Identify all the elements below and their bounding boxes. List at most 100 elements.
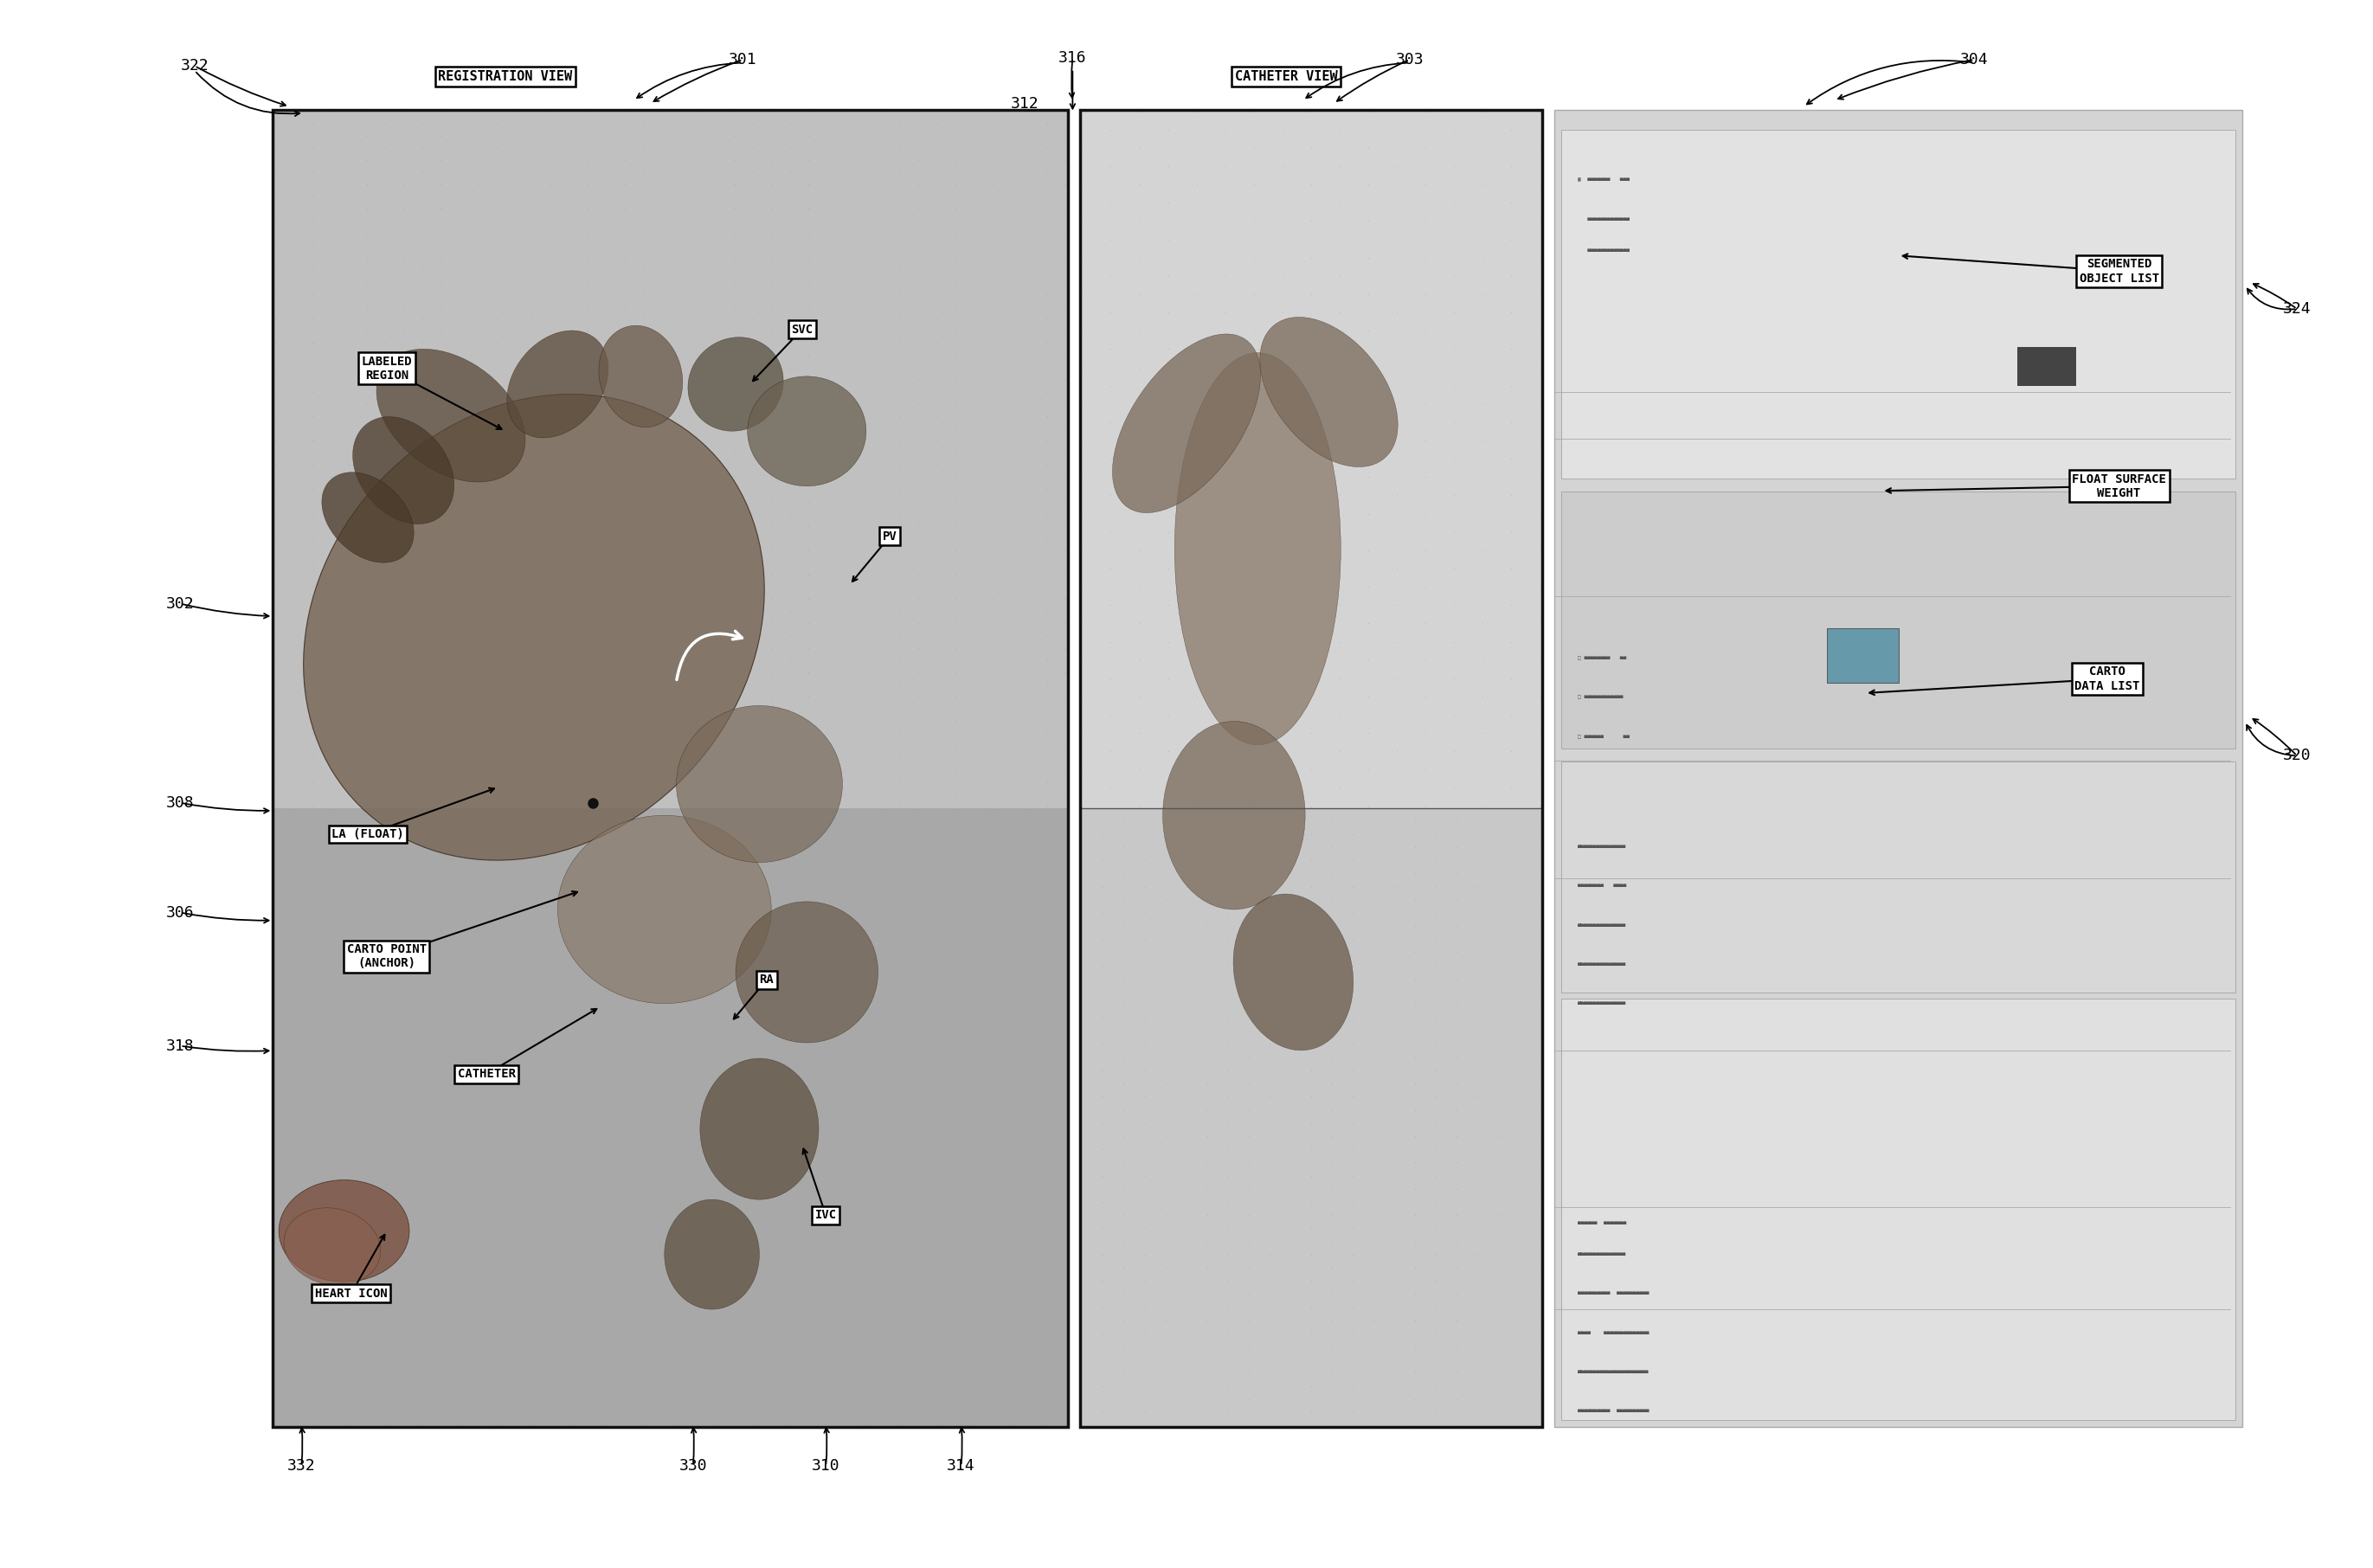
Point bbox=[1251, 1374, 1289, 1399]
Point bbox=[496, 367, 534, 392]
Point bbox=[1521, 428, 1559, 453]
Bar bbox=[1561, 492, 2235, 748]
Point bbox=[1376, 348, 1414, 373]
Point bbox=[1120, 245, 1158, 270]
Point bbox=[624, 770, 662, 795]
Point bbox=[1120, 721, 1158, 746]
Point bbox=[1120, 684, 1158, 709]
Point bbox=[256, 525, 294, 550]
Point bbox=[1251, 533, 1289, 558]
Point bbox=[679, 732, 717, 757]
Point bbox=[1464, 538, 1502, 563]
Point bbox=[807, 1123, 845, 1148]
Point bbox=[733, 745, 771, 770]
Point bbox=[845, 1364, 883, 1389]
Point bbox=[790, 489, 828, 514]
Point bbox=[513, 770, 551, 795]
Point bbox=[403, 1195, 441, 1220]
Point bbox=[1334, 927, 1372, 952]
Point bbox=[1125, 348, 1163, 373]
Point bbox=[1395, 204, 1433, 229]
Point bbox=[1478, 1254, 1516, 1279]
Point bbox=[1438, 1386, 1476, 1411]
Point bbox=[733, 1051, 771, 1076]
Point bbox=[1229, 1044, 1267, 1069]
Point bbox=[660, 953, 698, 978]
Point bbox=[973, 1014, 1011, 1040]
Point bbox=[311, 293, 349, 318]
Point bbox=[513, 403, 551, 428]
Point bbox=[586, 1364, 624, 1389]
Point bbox=[624, 452, 662, 477]
Point bbox=[292, 953, 330, 978]
Point bbox=[403, 282, 441, 307]
Point bbox=[1272, 204, 1310, 229]
Point bbox=[1063, 1413, 1101, 1438]
Point bbox=[1459, 1295, 1497, 1320]
Point bbox=[679, 1231, 717, 1256]
Point bbox=[679, 1207, 717, 1232]
Point bbox=[384, 1038, 422, 1063]
Point bbox=[275, 684, 313, 709]
Point bbox=[1251, 296, 1289, 321]
Point bbox=[826, 1087, 864, 1112]
Point bbox=[1521, 1281, 1559, 1306]
Point bbox=[1168, 1110, 1205, 1135]
Point bbox=[771, 906, 809, 931]
Point bbox=[1334, 690, 1372, 715]
Point bbox=[752, 124, 790, 149]
Point bbox=[1459, 1058, 1497, 1083]
Point bbox=[586, 403, 624, 428]
Point bbox=[717, 1231, 755, 1256]
Point bbox=[1168, 401, 1205, 426]
Point bbox=[1046, 1377, 1084, 1402]
Point bbox=[1146, 1149, 1184, 1174]
Point bbox=[1395, 597, 1433, 622]
Point bbox=[513, 1413, 551, 1438]
Point bbox=[1106, 1334, 1144, 1359]
Point bbox=[733, 1027, 771, 1052]
Point bbox=[477, 793, 515, 818]
Point bbox=[570, 367, 607, 392]
Point bbox=[1084, 638, 1122, 663]
Point bbox=[1376, 1400, 1414, 1425]
Point bbox=[1521, 914, 1559, 939]
Point bbox=[1438, 1413, 1476, 1438]
Point bbox=[1291, 464, 1329, 489]
Point bbox=[864, 966, 902, 991]
Point bbox=[1084, 1374, 1122, 1399]
Point bbox=[384, 1063, 422, 1088]
Point bbox=[330, 1099, 368, 1124]
Point bbox=[1272, 861, 1310, 886]
Point bbox=[1177, 172, 1215, 198]
Point bbox=[496, 942, 534, 967]
Point bbox=[1229, 441, 1267, 466]
Point bbox=[954, 525, 992, 550]
Point bbox=[1106, 177, 1144, 202]
Point bbox=[1205, 299, 1243, 325]
Point bbox=[733, 379, 771, 405]
Point bbox=[973, 1305, 1011, 1330]
Point bbox=[458, 99, 496, 124]
Point bbox=[403, 793, 441, 818]
Point bbox=[1063, 721, 1101, 746]
Point bbox=[1046, 894, 1084, 919]
Point bbox=[439, 1243, 477, 1269]
Point bbox=[256, 1195, 294, 1220]
Point bbox=[1334, 1320, 1372, 1345]
Point bbox=[570, 1305, 607, 1330]
Point bbox=[1063, 939, 1101, 964]
Point bbox=[698, 858, 736, 883]
Point bbox=[1251, 743, 1289, 768]
Point bbox=[532, 709, 570, 734]
Point bbox=[1084, 533, 1122, 558]
Point bbox=[918, 1389, 956, 1414]
Point bbox=[1459, 638, 1497, 663]
Point bbox=[1229, 152, 1267, 177]
Point bbox=[496, 221, 534, 246]
Point bbox=[496, 124, 534, 149]
Point bbox=[365, 1002, 403, 1027]
Point bbox=[1417, 1085, 1455, 1110]
Point bbox=[954, 1123, 992, 1148]
Point bbox=[1011, 1038, 1049, 1063]
